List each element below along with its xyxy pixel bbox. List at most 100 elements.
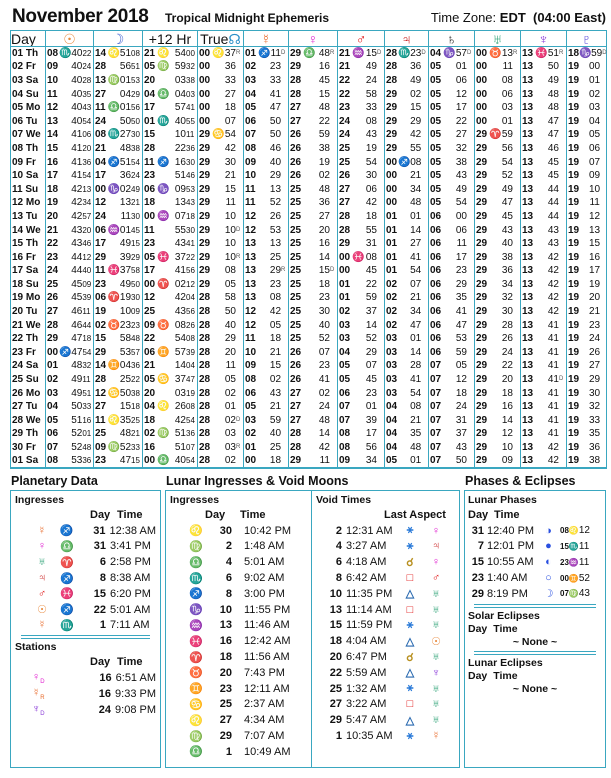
sign-glyph-icon xyxy=(60,400,72,413)
minutes: 50 xyxy=(269,115,282,127)
degrees: 19 xyxy=(568,401,580,413)
list-item: ♅ ♈ 6 2:58 PM xyxy=(15,554,156,570)
seconds: 36 xyxy=(82,456,92,466)
degrees: 13 xyxy=(522,306,534,318)
planet-glyph-icon: ☿ xyxy=(37,619,47,632)
minutes: 45 xyxy=(365,265,377,277)
direct-marker xyxy=(377,305,383,318)
position-value: 23 33 xyxy=(339,101,383,114)
degrees: 29 xyxy=(199,238,211,250)
position-value: 13 45 xyxy=(522,169,565,182)
direct-marker xyxy=(559,441,565,454)
position-value: 07 52 48 xyxy=(47,441,92,454)
degrees: 05 xyxy=(245,401,257,413)
retrograde-marker: R xyxy=(513,50,518,57)
sign-glyph-icon xyxy=(157,142,169,155)
sign-glyph-icon xyxy=(212,224,224,237)
sign-glyph-icon xyxy=(212,196,224,209)
minutes: 22 xyxy=(501,360,513,372)
position-value: 05 07 xyxy=(339,359,383,372)
sign-glyph-icon xyxy=(489,196,501,209)
phase-degree: 08 xyxy=(560,526,569,536)
position-value: 01 14 xyxy=(386,224,427,237)
minutes: 15 xyxy=(119,401,132,413)
minutes: 18 xyxy=(501,387,513,399)
position-value: 28 03 xyxy=(199,427,242,440)
degrees: 19 xyxy=(568,197,580,209)
position-cell: 13 43 xyxy=(520,223,567,237)
degrees: 12 xyxy=(245,224,257,236)
sign-glyph-icon: ♈ xyxy=(489,129,502,141)
position-value: 19 10 09 xyxy=(95,305,141,318)
sign-glyph-icon xyxy=(489,210,501,223)
direct-marker xyxy=(377,251,383,264)
lunar-eclipses-none: ~ None ~ xyxy=(512,682,558,695)
direct-marker xyxy=(377,74,383,87)
position-value: 27 48 xyxy=(290,414,336,427)
minutes: 40 xyxy=(224,319,236,331)
seconds: 09 xyxy=(82,279,92,289)
position-cell: 11 55 30 xyxy=(142,223,198,237)
position-value: 04 41 xyxy=(245,88,287,101)
sign-glyph-icon xyxy=(535,264,547,277)
sign-glyph-icon xyxy=(579,454,589,467)
degrees: 19 xyxy=(568,183,580,195)
table-row: 21 We 28 46 44 02 ♉ 23 23 09 ♉ 08 26 28 40 12 05 25 40 03 1… xyxy=(10,318,607,332)
degrees: 28 xyxy=(199,414,211,426)
minutes: 40 xyxy=(71,88,83,100)
position-value: 06 ♈ 19 30 xyxy=(95,291,141,304)
position-value: 26 30 xyxy=(339,169,383,182)
position-value: 19 02 xyxy=(568,88,605,101)
position-cell: 25 20 xyxy=(288,223,338,237)
direct-marker xyxy=(467,454,473,467)
degrees: 19 xyxy=(95,306,107,318)
position-cell: 23 51 46 xyxy=(142,168,198,183)
degrees: 29 xyxy=(476,197,488,209)
position-cell: 19 15 xyxy=(566,236,607,251)
table-row: 06 Tu 13 40 54 24 50 50 01 ♏ 40 55 00 07 06 50 27 22 24 08… xyxy=(10,114,607,129)
position-value: 21 ♌ 54 00 xyxy=(144,47,196,60)
position-cell: 29 28 xyxy=(474,318,521,332)
sign-glyph-icon xyxy=(489,278,501,291)
position-value: 05 51 16 xyxy=(47,414,92,427)
position-cell: 29 30 xyxy=(197,155,244,169)
degrees: 19 xyxy=(568,61,580,73)
day: 15 xyxy=(329,619,342,632)
sign-glyph-icon xyxy=(108,346,120,359)
direct-marker xyxy=(377,264,383,277)
minutes: 18 xyxy=(365,210,377,222)
degrees: 20 xyxy=(47,210,59,222)
position-cell: 29 26 xyxy=(474,331,521,346)
degrees: 13 xyxy=(245,238,257,250)
time: 12:38 AM xyxy=(109,524,156,537)
direct-marker xyxy=(513,101,519,114)
position-value: 00 07 xyxy=(199,115,242,128)
minutes: 48 xyxy=(318,414,330,426)
minutes: 42 xyxy=(547,306,559,318)
position-cell: 18 13 43 xyxy=(142,196,198,210)
list-item: ♎ 4 5:01 AM xyxy=(170,554,307,570)
time: 2:37 AM xyxy=(244,698,285,711)
position-cell: 17 41 54 xyxy=(45,168,94,183)
sign-glyph-icon xyxy=(579,169,589,182)
day-cell: 18 Su xyxy=(10,277,46,292)
position-cell: 29 15 xyxy=(384,100,429,115)
sign-glyph-icon: ♏ xyxy=(60,619,74,632)
minutes: 08 xyxy=(174,319,186,331)
direct-marker xyxy=(600,319,605,332)
seconds: 07 xyxy=(186,443,195,453)
direct-marker xyxy=(513,373,519,386)
degrees: 29 xyxy=(476,292,488,304)
planet-glyph-icon: ♆D xyxy=(32,702,45,717)
position-value: 13 42 xyxy=(522,291,565,304)
sign-glyph-icon xyxy=(535,441,547,454)
position-value: 06 23 xyxy=(430,264,473,277)
minutes: 40 xyxy=(71,48,83,60)
day-cell: 21 We xyxy=(10,318,46,332)
degrees: 12 xyxy=(47,102,59,114)
position-cell: 07 24 xyxy=(428,399,475,414)
position-value: 19 12 xyxy=(568,210,605,223)
time: 8:19 PM xyxy=(487,587,528,600)
position-value: 16 51 07 xyxy=(144,441,196,454)
sign-glyph-icon xyxy=(303,74,315,87)
